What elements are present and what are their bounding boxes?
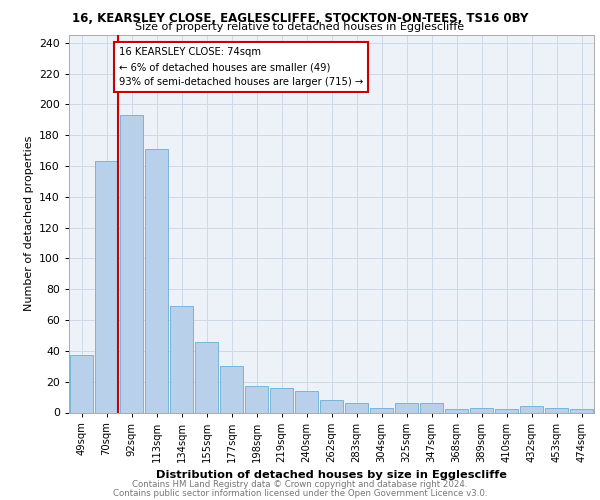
Bar <box>295 391 318 412</box>
Y-axis label: Number of detached properties: Number of detached properties <box>23 136 34 312</box>
Bar <box>520 406 543 412</box>
Text: 16, KEARSLEY CLOSE, EAGLESCLIFFE, STOCKTON-ON-TEES, TS16 0BY: 16, KEARSLEY CLOSE, EAGLESCLIFFE, STOCKT… <box>72 12 528 26</box>
Bar <box>545 408 568 412</box>
Bar <box>120 115 143 412</box>
Bar <box>195 342 218 412</box>
Bar <box>445 410 468 412</box>
Bar <box>270 388 293 412</box>
Bar <box>220 366 243 412</box>
Bar <box>395 404 418 412</box>
Bar <box>345 404 368 412</box>
Text: Contains public sector information licensed under the Open Government Licence v3: Contains public sector information licen… <box>113 488 487 498</box>
Bar <box>245 386 268 412</box>
Text: Size of property relative to detached houses in Egglescliffe: Size of property relative to detached ho… <box>136 22 464 32</box>
Bar <box>370 408 393 412</box>
Bar <box>570 410 593 412</box>
Bar <box>320 400 343 412</box>
Bar <box>70 356 93 412</box>
Bar <box>420 404 443 412</box>
Text: 16 KEARSLEY CLOSE: 74sqm
← 6% of detached houses are smaller (49)
93% of semi-de: 16 KEARSLEY CLOSE: 74sqm ← 6% of detache… <box>119 48 363 87</box>
Bar <box>145 149 168 412</box>
Text: Contains HM Land Registry data © Crown copyright and database right 2024.: Contains HM Land Registry data © Crown c… <box>132 480 468 489</box>
Bar <box>495 410 518 412</box>
Bar <box>170 306 193 412</box>
Bar <box>470 408 493 412</box>
X-axis label: Distribution of detached houses by size in Egglescliffe: Distribution of detached houses by size … <box>156 470 507 480</box>
Bar <box>95 162 118 412</box>
